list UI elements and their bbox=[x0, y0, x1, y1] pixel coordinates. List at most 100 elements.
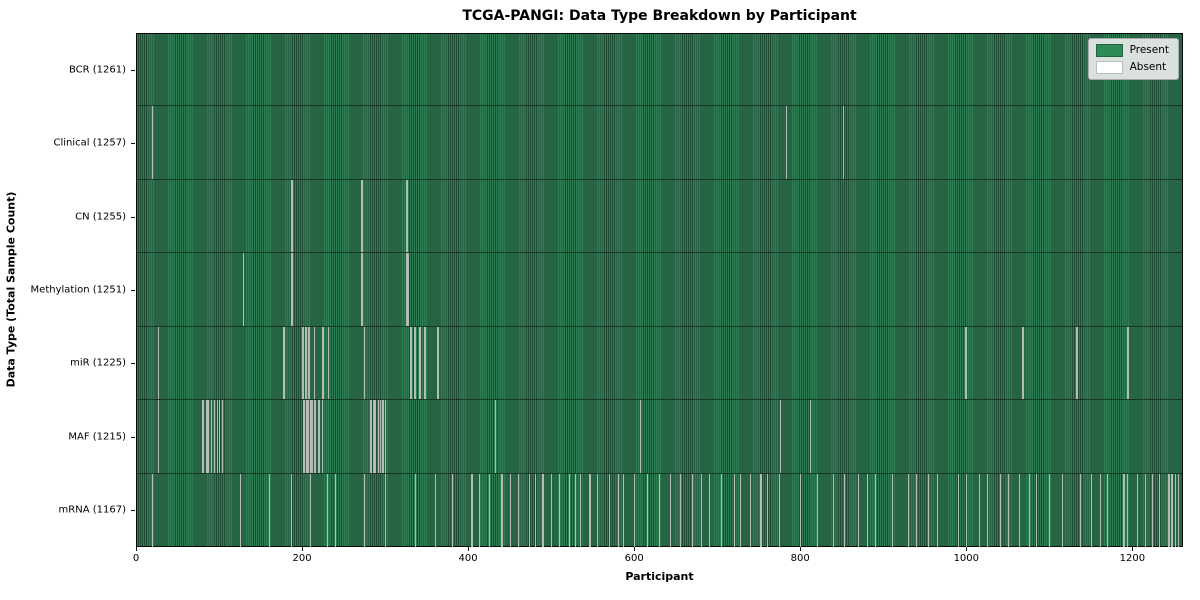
absent-mark bbox=[639, 400, 641, 473]
absent-mark bbox=[580, 473, 582, 547]
absent-mark bbox=[534, 473, 536, 547]
y-tick-label: Clinical (1257) bbox=[53, 137, 127, 149]
absent-mark bbox=[721, 473, 723, 547]
absent-mark bbox=[419, 326, 421, 400]
absent-mark bbox=[1123, 473, 1125, 547]
absent-mark bbox=[669, 473, 671, 547]
x-tick-label: 800 bbox=[790, 553, 810, 564]
absent-mark bbox=[740, 473, 742, 547]
y-tick bbox=[131, 143, 135, 145]
absent-mark bbox=[151, 473, 153, 547]
data-row-cn bbox=[136, 179, 1183, 254]
absent-mark bbox=[385, 400, 387, 473]
absent-mark bbox=[305, 326, 308, 400]
absent-mark bbox=[205, 400, 207, 473]
absent-mark bbox=[437, 326, 440, 400]
absent-mark bbox=[478, 473, 480, 547]
absent-mark bbox=[767, 473, 769, 547]
absent-mark bbox=[214, 400, 216, 473]
absent-mark bbox=[568, 473, 571, 547]
absent-mark bbox=[424, 326, 426, 400]
absent-mark bbox=[363, 473, 365, 547]
absent-mark bbox=[361, 179, 363, 253]
absent-mark bbox=[760, 473, 763, 547]
absent-mark bbox=[1178, 473, 1180, 547]
absent-mark bbox=[210, 400, 213, 473]
x-tick bbox=[800, 547, 802, 551]
absent-mark bbox=[1080, 473, 1082, 547]
absent-mark bbox=[700, 473, 702, 547]
x-tick-label: 200 bbox=[292, 553, 312, 564]
absent-mark bbox=[1144, 473, 1146, 547]
absent-mark bbox=[377, 400, 380, 473]
legend-item-present: Present bbox=[1095, 44, 1169, 57]
absent-mark bbox=[622, 473, 624, 547]
absent-mark bbox=[609, 473, 611, 547]
x-tick-label: 400 bbox=[458, 553, 478, 564]
absent-mark bbox=[617, 473, 619, 547]
y-tick-label: MAF (1215) bbox=[68, 431, 126, 443]
absent-mark bbox=[551, 473, 553, 547]
y-tick bbox=[131, 363, 135, 365]
data-row-mrna bbox=[136, 473, 1183, 547]
absent-mark bbox=[843, 106, 845, 179]
absent-mark bbox=[965, 326, 968, 400]
y-tick-label: CN (1255) bbox=[75, 211, 126, 223]
absent-mark bbox=[833, 473, 835, 547]
absent-mark bbox=[779, 473, 781, 547]
absent-mark bbox=[999, 473, 1001, 547]
absent-mark bbox=[542, 473, 544, 547]
absent-mark bbox=[1019, 473, 1021, 547]
absent-mark bbox=[634, 473, 636, 547]
absent-mark bbox=[816, 473, 818, 547]
y-tick bbox=[131, 510, 135, 512]
absent-mark bbox=[414, 473, 416, 547]
absent-mark bbox=[488, 473, 490, 547]
absent-mark bbox=[326, 473, 328, 547]
absent-mark bbox=[385, 473, 387, 547]
absent-mark bbox=[157, 326, 159, 400]
absent-mark bbox=[239, 473, 241, 547]
absent-mark bbox=[410, 326, 412, 400]
absent-mark bbox=[1152, 473, 1154, 547]
absent-mark bbox=[937, 473, 939, 547]
absent-mark bbox=[1036, 473, 1038, 547]
absent-mark bbox=[1126, 326, 1130, 400]
x-tick bbox=[966, 547, 968, 551]
data-row-clinical bbox=[136, 106, 1183, 180]
absent-mark bbox=[219, 400, 221, 473]
absent-mark bbox=[307, 326, 310, 400]
x-tick bbox=[468, 547, 470, 551]
x-tick bbox=[634, 547, 636, 551]
y-tick-label: Methylation (1251) bbox=[30, 284, 126, 296]
x-tick-label: 0 bbox=[132, 553, 140, 564]
absent-mark bbox=[381, 400, 385, 473]
absent-mark bbox=[282, 326, 285, 400]
absent-mark bbox=[361, 253, 364, 326]
absent-mark bbox=[1174, 473, 1176, 547]
absent-mark bbox=[451, 473, 453, 547]
absent-mark bbox=[1099, 473, 1101, 547]
absent-mark bbox=[363, 326, 366, 400]
data-row-maf bbox=[136, 400, 1183, 474]
y-tick bbox=[131, 290, 135, 291]
x-tick bbox=[302, 547, 304, 551]
absent-mark bbox=[302, 326, 304, 400]
absent-mark bbox=[1090, 473, 1092, 547]
absent-mark bbox=[1107, 473, 1109, 547]
absent-mark bbox=[810, 400, 812, 473]
legend-absent-label: Absent bbox=[1129, 61, 1167, 73]
data-row-bcr bbox=[136, 33, 1183, 107]
absent-mark bbox=[291, 253, 293, 326]
present-swatch-icon bbox=[1095, 44, 1123, 57]
absent-mark bbox=[874, 473, 876, 547]
legend-item-absent: Absent bbox=[1095, 61, 1169, 74]
absent-mark bbox=[966, 473, 968, 547]
legend: Present Absent bbox=[1087, 38, 1179, 80]
y-tick-label: mRNA (1167) bbox=[58, 504, 126, 516]
x-tick bbox=[1132, 547, 1134, 551]
absent-mark bbox=[957, 473, 959, 547]
absent-mark bbox=[908, 473, 910, 547]
absent-mark bbox=[1158, 473, 1160, 547]
x-tick-label: 1000 bbox=[953, 553, 980, 564]
